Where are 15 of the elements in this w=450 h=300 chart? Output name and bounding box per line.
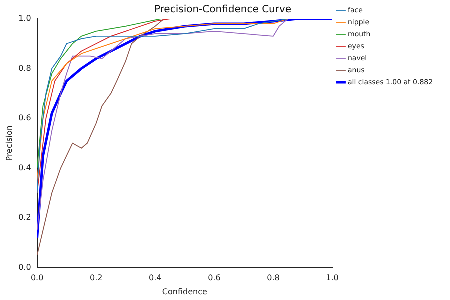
x-tick-label: 0.4 <box>149 274 162 283</box>
x-tick-label: 0.2 <box>90 274 103 283</box>
x-axis-title: Confidence <box>162 287 208 296</box>
y-tick-label: 0.0 <box>18 262 32 272</box>
y-tick-label: 0.4 <box>18 163 32 172</box>
y-tick-label: 0.6 <box>18 114 32 123</box>
x-tick-label: 0.0 <box>30 274 44 283</box>
chart-title: Precision-Confidence Curve <box>154 4 292 16</box>
y-tick-label: 0.8 <box>18 64 32 73</box>
y-tick-label: 1.0 <box>18 14 32 24</box>
x-tick-label: 0.8 <box>267 274 280 283</box>
x-tick-label: 0.6 <box>208 274 221 283</box>
x-tick-label: 1.0 <box>326 274 339 283</box>
y-axis-title: Precision <box>4 126 14 162</box>
y-tick-label: 0.2 <box>18 213 32 222</box>
